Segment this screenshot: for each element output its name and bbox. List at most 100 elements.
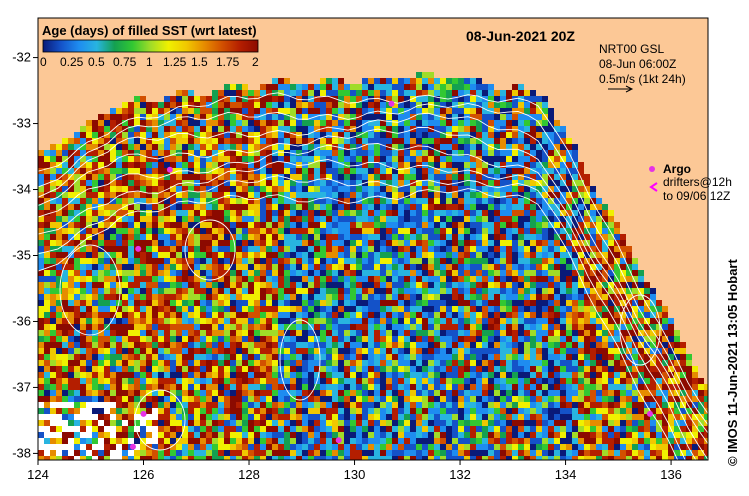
sst-age-cell (128, 330, 134, 336)
sst-age-cell (62, 204, 68, 210)
sst-age-cell (302, 270, 308, 276)
sst-age-cell (488, 96, 494, 102)
sst-age-cell (188, 294, 194, 300)
sst-age-cell (266, 276, 272, 282)
sst-age-cell (314, 84, 320, 90)
sst-age-cell (398, 300, 404, 306)
sst-age-cell (272, 366, 278, 372)
sst-age-cell (344, 384, 350, 390)
sst-age-cell (206, 156, 212, 162)
sst-age-cell (608, 348, 614, 354)
sst-age-cell (452, 336, 458, 342)
sst-age-cell (86, 132, 92, 138)
sst-age-cell (62, 324, 68, 330)
sst-age-cell (134, 174, 140, 180)
sst-age-cell (440, 300, 446, 306)
sst-age-cell (104, 306, 110, 312)
sst-age-cell (524, 144, 530, 150)
sst-age-cell (524, 186, 530, 192)
sst-age-cell (326, 330, 332, 336)
sst-age-cell (482, 354, 488, 360)
sst-age-cell (224, 222, 230, 228)
sst-age-cell (416, 144, 422, 150)
sst-age-cell (236, 138, 242, 144)
sst-age-cell (152, 348, 158, 354)
sst-age-cell (314, 138, 320, 144)
sst-age-cell (344, 126, 350, 132)
sst-age-cell (134, 264, 140, 270)
sst-age-cell (626, 360, 632, 366)
sst-age-cell (662, 318, 668, 324)
sst-age-cell (86, 258, 92, 264)
sst-age-cell (362, 174, 368, 180)
sst-age-cell (146, 102, 152, 108)
sst-age-cell (578, 192, 584, 198)
sst-age-cell (296, 90, 302, 96)
sst-age-cell (410, 150, 416, 156)
sst-age-cell (614, 348, 620, 354)
sst-age-cell (308, 234, 314, 240)
sst-age-cell (92, 240, 98, 246)
sst-age-cell (308, 318, 314, 324)
sst-age-cell (98, 192, 104, 198)
sst-age-cell (230, 294, 236, 300)
sst-age-cell (188, 324, 194, 330)
sst-age-cell (488, 324, 494, 330)
sst-age-cell (200, 234, 206, 240)
sst-age-cell (392, 162, 398, 168)
sst-age-cell (356, 366, 362, 372)
sst-age-cell (368, 282, 374, 288)
sst-age-cell (410, 78, 416, 84)
sst-age-cell (608, 264, 614, 270)
sst-age-cell (416, 222, 422, 228)
sst-age-cell (464, 126, 470, 132)
sst-age-cell (668, 342, 674, 348)
sst-age-cell (446, 138, 452, 144)
sst-age-cell (182, 90, 188, 96)
sst-age-cell (140, 186, 146, 192)
sst-age-cell (56, 258, 62, 264)
sst-age-cell (164, 348, 170, 354)
sst-age-cell (398, 114, 404, 120)
sst-age-cell (374, 102, 380, 108)
sst-age-cell (326, 324, 332, 330)
sst-age-cell (302, 120, 308, 126)
sst-age-cell (62, 156, 68, 162)
sst-age-cell (482, 180, 488, 186)
sst-age-cell (494, 360, 500, 366)
sst-age-cell (218, 240, 224, 246)
sst-age-cell (428, 234, 434, 240)
sst-age-cell (590, 252, 596, 258)
sst-age-cell (416, 90, 422, 96)
sst-age-cell (446, 192, 452, 198)
sst-age-cell (176, 96, 182, 102)
sst-age-cell (548, 276, 554, 282)
sst-age-cell (506, 264, 512, 270)
sst-age-cell (554, 294, 560, 300)
sst-age-cell (524, 270, 530, 276)
sst-age-cell (428, 372, 434, 378)
sst-age-cell (278, 96, 284, 102)
sst-age-cell (152, 192, 158, 198)
sst-age-cell (254, 120, 260, 126)
sst-age-cell (494, 354, 500, 360)
sst-age-cell (656, 372, 662, 378)
sst-age-cell (98, 270, 104, 276)
sst-age-cell (140, 312, 146, 318)
sst-age-cell (362, 102, 368, 108)
sst-age-cell (548, 378, 554, 384)
sst-age-cell (146, 246, 152, 252)
sst-age-cell (50, 174, 56, 180)
sst-age-cell (500, 306, 506, 312)
sst-age-cell (296, 336, 302, 342)
sst-age-cell (434, 240, 440, 246)
sst-age-cell (470, 204, 476, 210)
sst-age-cell (170, 120, 176, 126)
sst-age-cell (200, 252, 206, 258)
sst-age-cell (284, 162, 290, 168)
sst-age-cell (632, 270, 638, 276)
sst-age-cell (182, 228, 188, 234)
sst-age-cell (482, 342, 488, 348)
sst-age-cell (422, 246, 428, 252)
sst-age-cell (386, 366, 392, 372)
